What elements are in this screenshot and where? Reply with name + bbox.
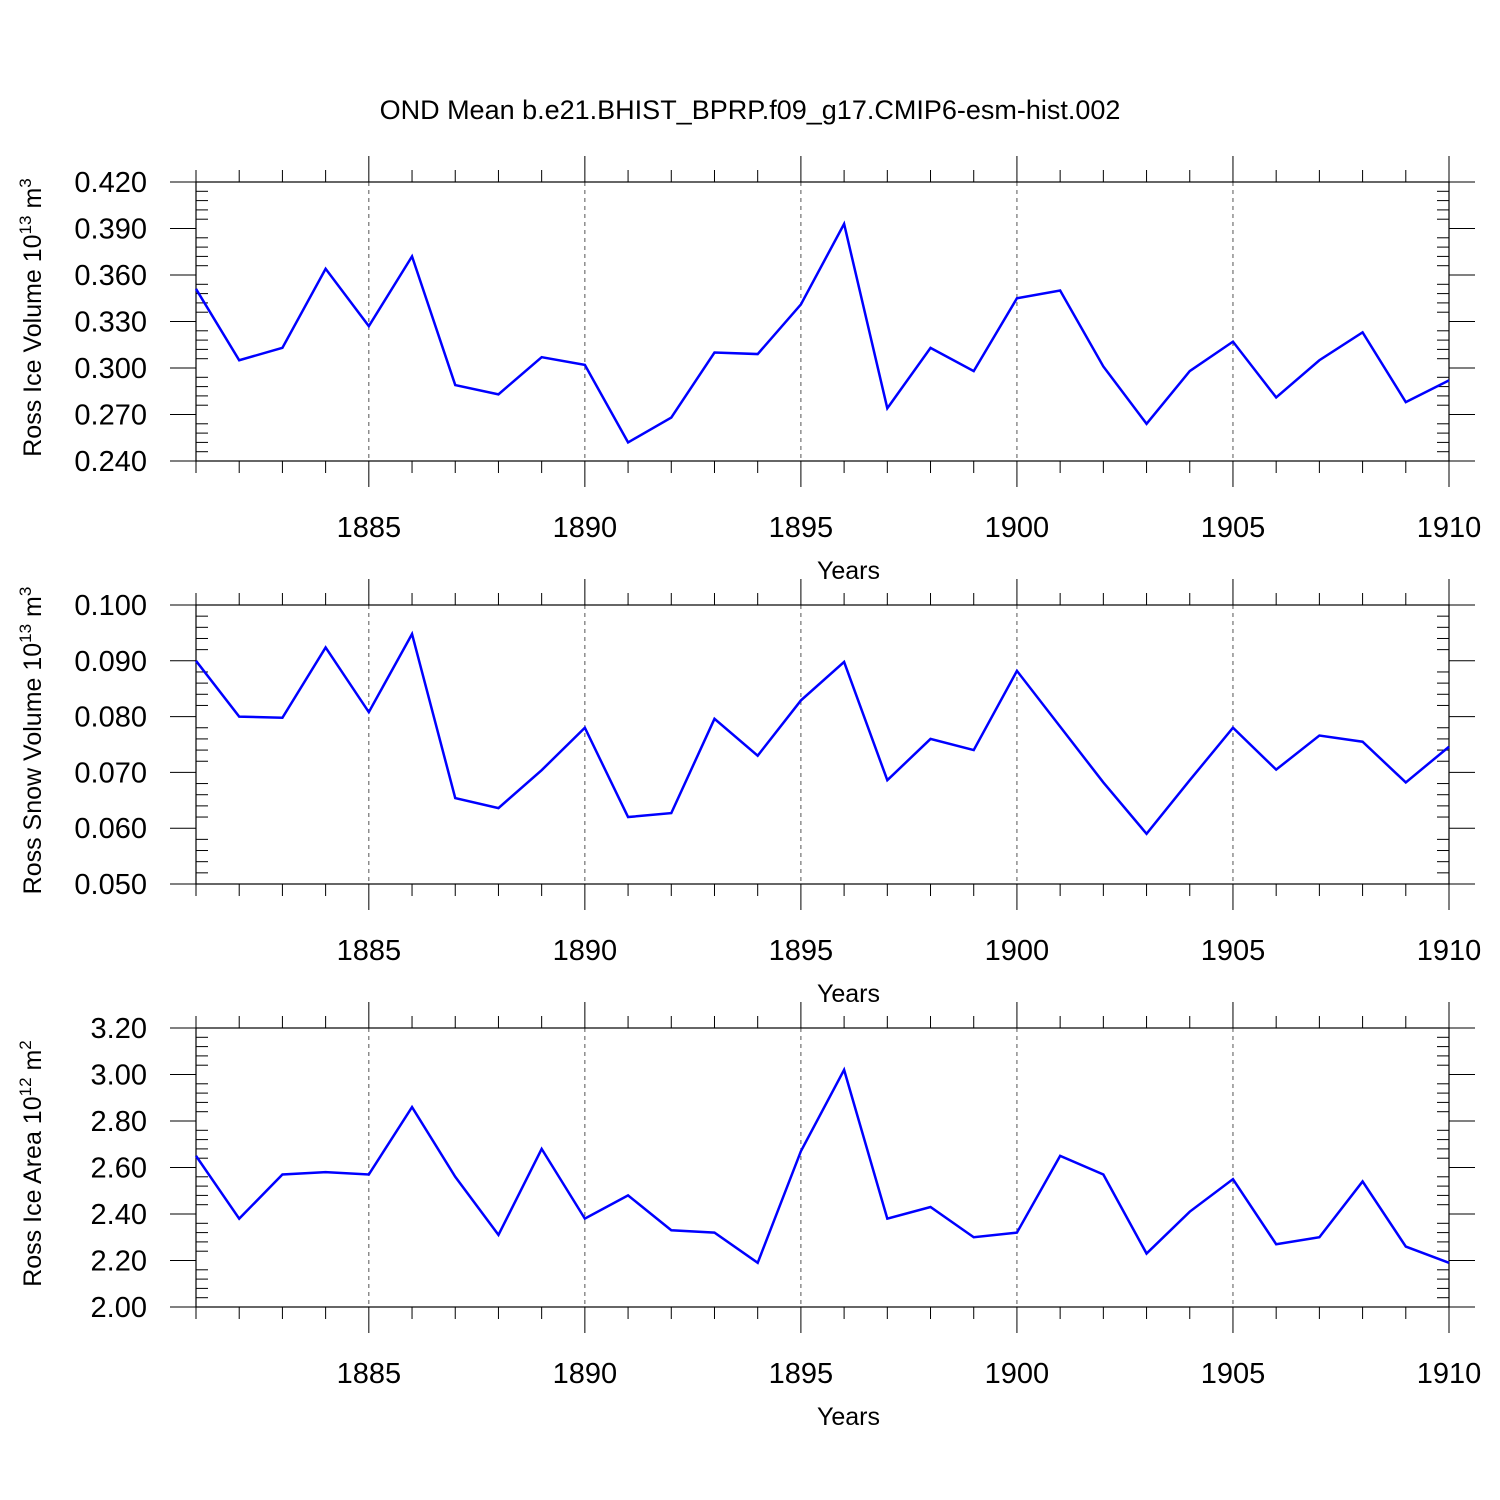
y-axis-title-unit: m — [19, 596, 47, 624]
y-axis-title: Ross Snow Volume 1013 m3 — [16, 587, 47, 895]
y-tick-label: 0.390 — [74, 214, 147, 246]
y-axis-title-text: Ross Snow Volume 10 — [19, 643, 47, 895]
series-line — [195, 630, 1450, 836]
x-tick-label: 1900 — [985, 512, 1050, 544]
y-tick-label: 0.090 — [74, 646, 147, 678]
y-tick-label: 2.20 — [91, 1246, 147, 1278]
plot-frame — [195, 1027, 1450, 1308]
x-axis-title: Years — [817, 980, 880, 1008]
y-tick-label: 0.330 — [74, 307, 147, 339]
x-tick-label: 1890 — [553, 512, 618, 544]
y-tick-label: 0.080 — [74, 702, 147, 734]
y-tick-label: 0.070 — [74, 757, 147, 789]
x-tick-label: 1910 — [1417, 1358, 1482, 1390]
y-axis-title-unit-exponent: 3 — [16, 178, 35, 187]
series-line — [194, 1066, 1450, 1265]
x-tick-label: 1900 — [985, 1358, 1050, 1390]
x-tick-label: 1905 — [1201, 935, 1266, 967]
chart-panel-1: 0.240 0.270 0.300 0.330 0.360 0.390 0.420 1885 1… — [16, 156, 1481, 585]
x-tick-label: 1905 — [1201, 512, 1266, 544]
plot-frame — [195, 604, 1450, 885]
x-tick-label: 1885 — [337, 1358, 402, 1390]
y-tick-label: 0.300 — [74, 353, 147, 385]
chart-panel-2: 0.050 0.060 0.070 0.080 0.090 0.100 1885 1890 18… — [16, 579, 1481, 1008]
x-axis-title: Years — [817, 557, 880, 585]
y-tick-label: 0.060 — [74, 813, 147, 845]
y-axis-title-exponent: 13 — [16, 624, 35, 643]
x-tick-label: 1895 — [769, 1358, 834, 1390]
y-tick-label: 0.270 — [74, 400, 147, 432]
y-axis-title-unit-exponent: 3 — [16, 587, 35, 596]
chart-panel-3: 2.00 2.20 2.40 2.60 2.80 3.00 3.20 1885 1890 1895… — [16, 1002, 1481, 1431]
plot-frame — [195, 181, 1450, 462]
y-tick-label: 0.240 — [74, 446, 147, 478]
x-tick-label: 1905 — [1201, 1358, 1266, 1390]
x-tick-label: 1910 — [1417, 512, 1482, 544]
y-axis-title-exponent: 12 — [16, 1077, 35, 1096]
y-axis-title-unit: m — [19, 188, 47, 216]
y-tick-label: 2.80 — [91, 1106, 147, 1138]
y-tick-label: 2.40 — [91, 1199, 147, 1231]
y-axis-title-exponent: 13 — [16, 215, 35, 234]
x-tick-label: 1895 — [769, 935, 834, 967]
x-tick-label: 1890 — [553, 935, 618, 967]
x-tick-label: 1900 — [985, 935, 1050, 967]
chart-title: OND Mean b.e21.BHIST_BPRP.f09_g17.CMIP6-… — [380, 95, 1121, 125]
x-tick-label: 1890 — [553, 1358, 618, 1390]
y-tick-label: 2.60 — [91, 1153, 147, 1185]
x-tick-label: 1895 — [769, 512, 834, 544]
series-line — [194, 220, 1450, 445]
y-axis-title: Ross Ice Area 1012 m2 — [16, 1040, 47, 1287]
y-axis-title-unit-exponent: 2 — [16, 1040, 35, 1049]
y-axis-title-text: Ross Ice Area 10 — [19, 1096, 47, 1286]
y-axis-title: Ross Ice Volume 1013 m3 — [16, 178, 47, 457]
x-axis-title: Years — [817, 1403, 880, 1431]
y-tick-label: 0.360 — [74, 260, 147, 292]
x-tick-label: 1885 — [337, 935, 402, 967]
y-tick-label: 3.00 — [91, 1060, 147, 1092]
y-tick-label: 3.20 — [91, 1013, 147, 1045]
y-axis-title-unit: m — [19, 1050, 47, 1078]
y-tick-label: 2.00 — [91, 1292, 147, 1324]
x-tick-label: 1910 — [1417, 935, 1482, 967]
y-tick-label: 0.050 — [74, 869, 147, 901]
y-axis-title-text: Ross Ice Volume 10 — [19, 234, 47, 456]
x-tick-label: 1885 — [337, 512, 402, 544]
y-tick-label: 0.420 — [74, 167, 147, 199]
y-tick-label: 0.100 — [74, 590, 147, 622]
